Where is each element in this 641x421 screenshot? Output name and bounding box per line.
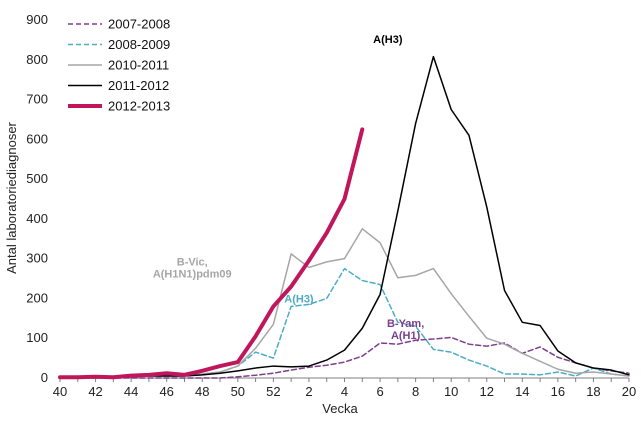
legend-label: 2011-2012 — [108, 78, 169, 93]
legend-label: 2010-2011 — [108, 58, 169, 73]
y-axis-title: Antal laboratoriediagnoser — [4, 121, 19, 273]
series-line-2007-2008 — [59, 336, 630, 379]
y-tick-label: 200 — [26, 290, 48, 305]
x-tick-label: 42 — [88, 384, 102, 399]
series-line-2010-2011 — [59, 228, 630, 379]
y-tick-label: 400 — [26, 211, 48, 226]
annotation-label: B-Yam, — [387, 318, 424, 330]
x-tick-label: 8 — [412, 384, 419, 399]
x-axis-ticks: 40 42 44 46 48 50 52 2 4 6 8 10 12 14 16 18 20 — [53, 378, 636, 399]
y-tick-label: 300 — [26, 251, 48, 266]
x-tick-label: 14 — [515, 384, 529, 399]
annotation-label: A(H1) — [391, 330, 421, 342]
x-tick-label: 52 — [266, 384, 280, 399]
y-tick-label: 900 — [26, 12, 48, 27]
series-line-2008-2009 — [59, 267, 630, 379]
series-line-2012-2013 — [58, 127, 365, 380]
x-tick-label: 44 — [124, 384, 138, 399]
legend-label: 2007-2008 — [108, 17, 170, 32]
x-tick-label: 2 — [305, 384, 312, 399]
x-tick-label: 46 — [159, 384, 173, 399]
y-tick-label: 0 — [41, 370, 48, 385]
x-tick-label: 18 — [586, 384, 600, 399]
x-tick-label: 12 — [480, 384, 494, 399]
x-tick-label: 50 — [231, 384, 245, 399]
annotation-label: A(H1N1)pdm09 — [153, 268, 232, 280]
x-tick-label: 48 — [195, 384, 209, 399]
legend-label: 2012-2013 — [108, 99, 170, 114]
x-axis-title: Vecka — [322, 401, 358, 416]
x-tick-label: 4 — [341, 384, 348, 399]
y-tick-label: 800 — [26, 52, 48, 67]
x-tick-label: 10 — [444, 384, 458, 399]
y-tick-label: 500 — [26, 171, 48, 186]
annotation-label: A(H3) — [284, 293, 314, 305]
series-lines — [58, 55, 630, 380]
y-tick-label: 100 — [26, 330, 48, 345]
legend: 2007-2008 2008-2009 2010-2011 2011-2012 2012… — [68, 17, 170, 114]
annotations: A(H3) B-Vic,A(H1N1)pdm09 A(H3) B-Yam,A(H1) — [153, 34, 424, 342]
x-tick-label: 20 — [622, 384, 636, 399]
x-tick-label: 16 — [551, 384, 565, 399]
x-tick-label: 40 — [53, 384, 67, 399]
y-tick-label: 700 — [26, 92, 48, 107]
annotation-label: A(H3) — [373, 34, 403, 46]
annotation-label: B-Vic, — [177, 256, 208, 268]
x-tick-label: 6 — [376, 384, 383, 399]
legend-label: 2008-2009 — [108, 37, 170, 52]
y-tick-label: 600 — [26, 131, 48, 146]
y-axis-ticks: 0 100 200 300 400 500 600 700 800 900 — [26, 12, 48, 385]
